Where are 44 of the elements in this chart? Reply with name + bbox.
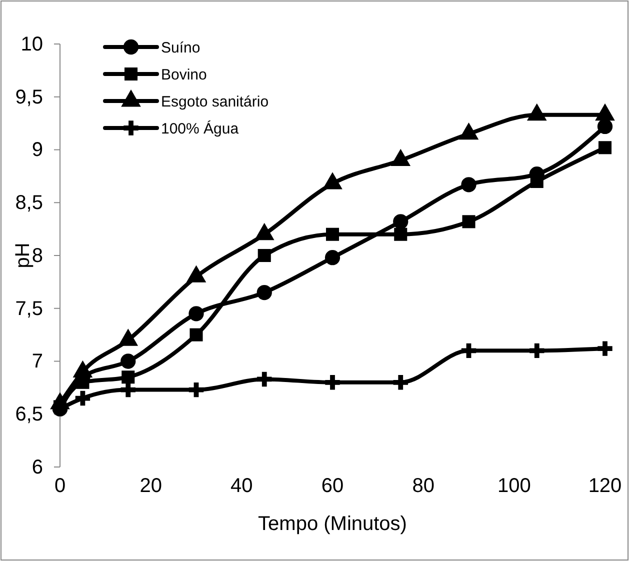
x-tick-label: 20 — [140, 475, 162, 497]
x-tick-label: 100 — [497, 475, 531, 497]
point — [325, 375, 340, 390]
point — [598, 341, 612, 356]
point — [256, 284, 272, 300]
point — [258, 248, 271, 262]
point — [461, 177, 476, 192]
point — [120, 382, 136, 398]
x-tick-label: 80 — [412, 475, 434, 497]
point — [324, 250, 340, 266]
point — [188, 306, 204, 322]
legend-label: Bovino — [161, 66, 207, 84]
y-tick-label: 8,5 — [15, 192, 43, 214]
point — [597, 118, 613, 134]
point — [75, 390, 90, 406]
y-tick-label: 9,5 — [15, 86, 43, 108]
x-axis-title: Tempo (Minutos) — [258, 513, 407, 535]
y-tick-label: 6,5 — [15, 404, 43, 426]
y-tick-label: 7,5 — [15, 298, 43, 320]
point — [188, 382, 204, 398]
point — [120, 354, 136, 369]
y-tick-label: 9 — [32, 139, 43, 162]
x-tick-label: 60 — [321, 475, 344, 497]
point — [530, 343, 544, 358]
point — [462, 215, 476, 228]
y-tick-label: 6 — [32, 456, 43, 478]
point — [598, 141, 612, 154]
point — [190, 328, 203, 342]
x-tick-label: 40 — [230, 475, 253, 497]
legend-label: Suíno — [161, 39, 200, 56]
point — [393, 375, 408, 390]
point — [393, 214, 408, 230]
point — [257, 372, 272, 387]
x-tick-label: 120 — [588, 475, 622, 497]
y-tick-label: 7 — [32, 350, 43, 373]
point — [326, 228, 340, 241]
point — [394, 228, 408, 241]
point — [461, 343, 476, 358]
point — [122, 370, 135, 384]
x-tick-label: 0 — [54, 475, 66, 497]
y-tick-label: 10 — [20, 33, 43, 56]
y-axis-title: pH — [12, 242, 34, 268]
legend-label: 100% Água — [161, 119, 240, 138]
legend-label: Esgoto sanitário — [161, 93, 269, 110]
